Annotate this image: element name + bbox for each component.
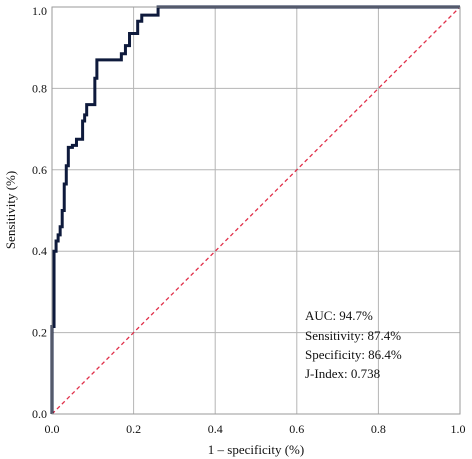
x-tick-label: 0.4 [208,422,223,436]
annotation-j-index: J-Index: 0.738 [305,366,380,381]
x-tick-label: 1.0 [451,422,466,436]
annotation-specificity: Specificity: 86.4% [305,347,402,362]
annotation-auc: AUC: 94.7% [305,308,373,323]
y-tick-label: 0.4 [32,244,47,258]
y-tick-labels: 0.0 0.2 0.4 0.6 0.8 1.0 [32,4,47,421]
y-tick-label: 0.6 [32,163,47,177]
y-tick-label: 0.0 [32,407,47,421]
plot-frame [51,6,461,415]
roc-curve-line [50,5,460,414]
x-tick-label: 0.8 [371,422,386,436]
y-tick-label: 0.2 [32,326,47,340]
annotation-sensitivity: Sensitivity: 87.4% [305,328,401,343]
reference-diagonal-line [51,6,461,415]
y-axis-label: Sensitivity (%) [3,171,18,249]
x-tick-label: 0.0 [45,422,60,436]
grid-lines [51,6,461,415]
x-axis-label: 1 – specificity (%) [208,442,304,457]
y-tick-label: 1.0 [32,4,47,18]
x-tick-label: 0.6 [289,422,304,436]
y-tick-label: 0.8 [32,81,47,95]
x-tick-labels: 0.0 0.2 0.4 0.6 0.8 1.0 [45,422,466,436]
x-tick-label: 0.2 [126,422,141,436]
